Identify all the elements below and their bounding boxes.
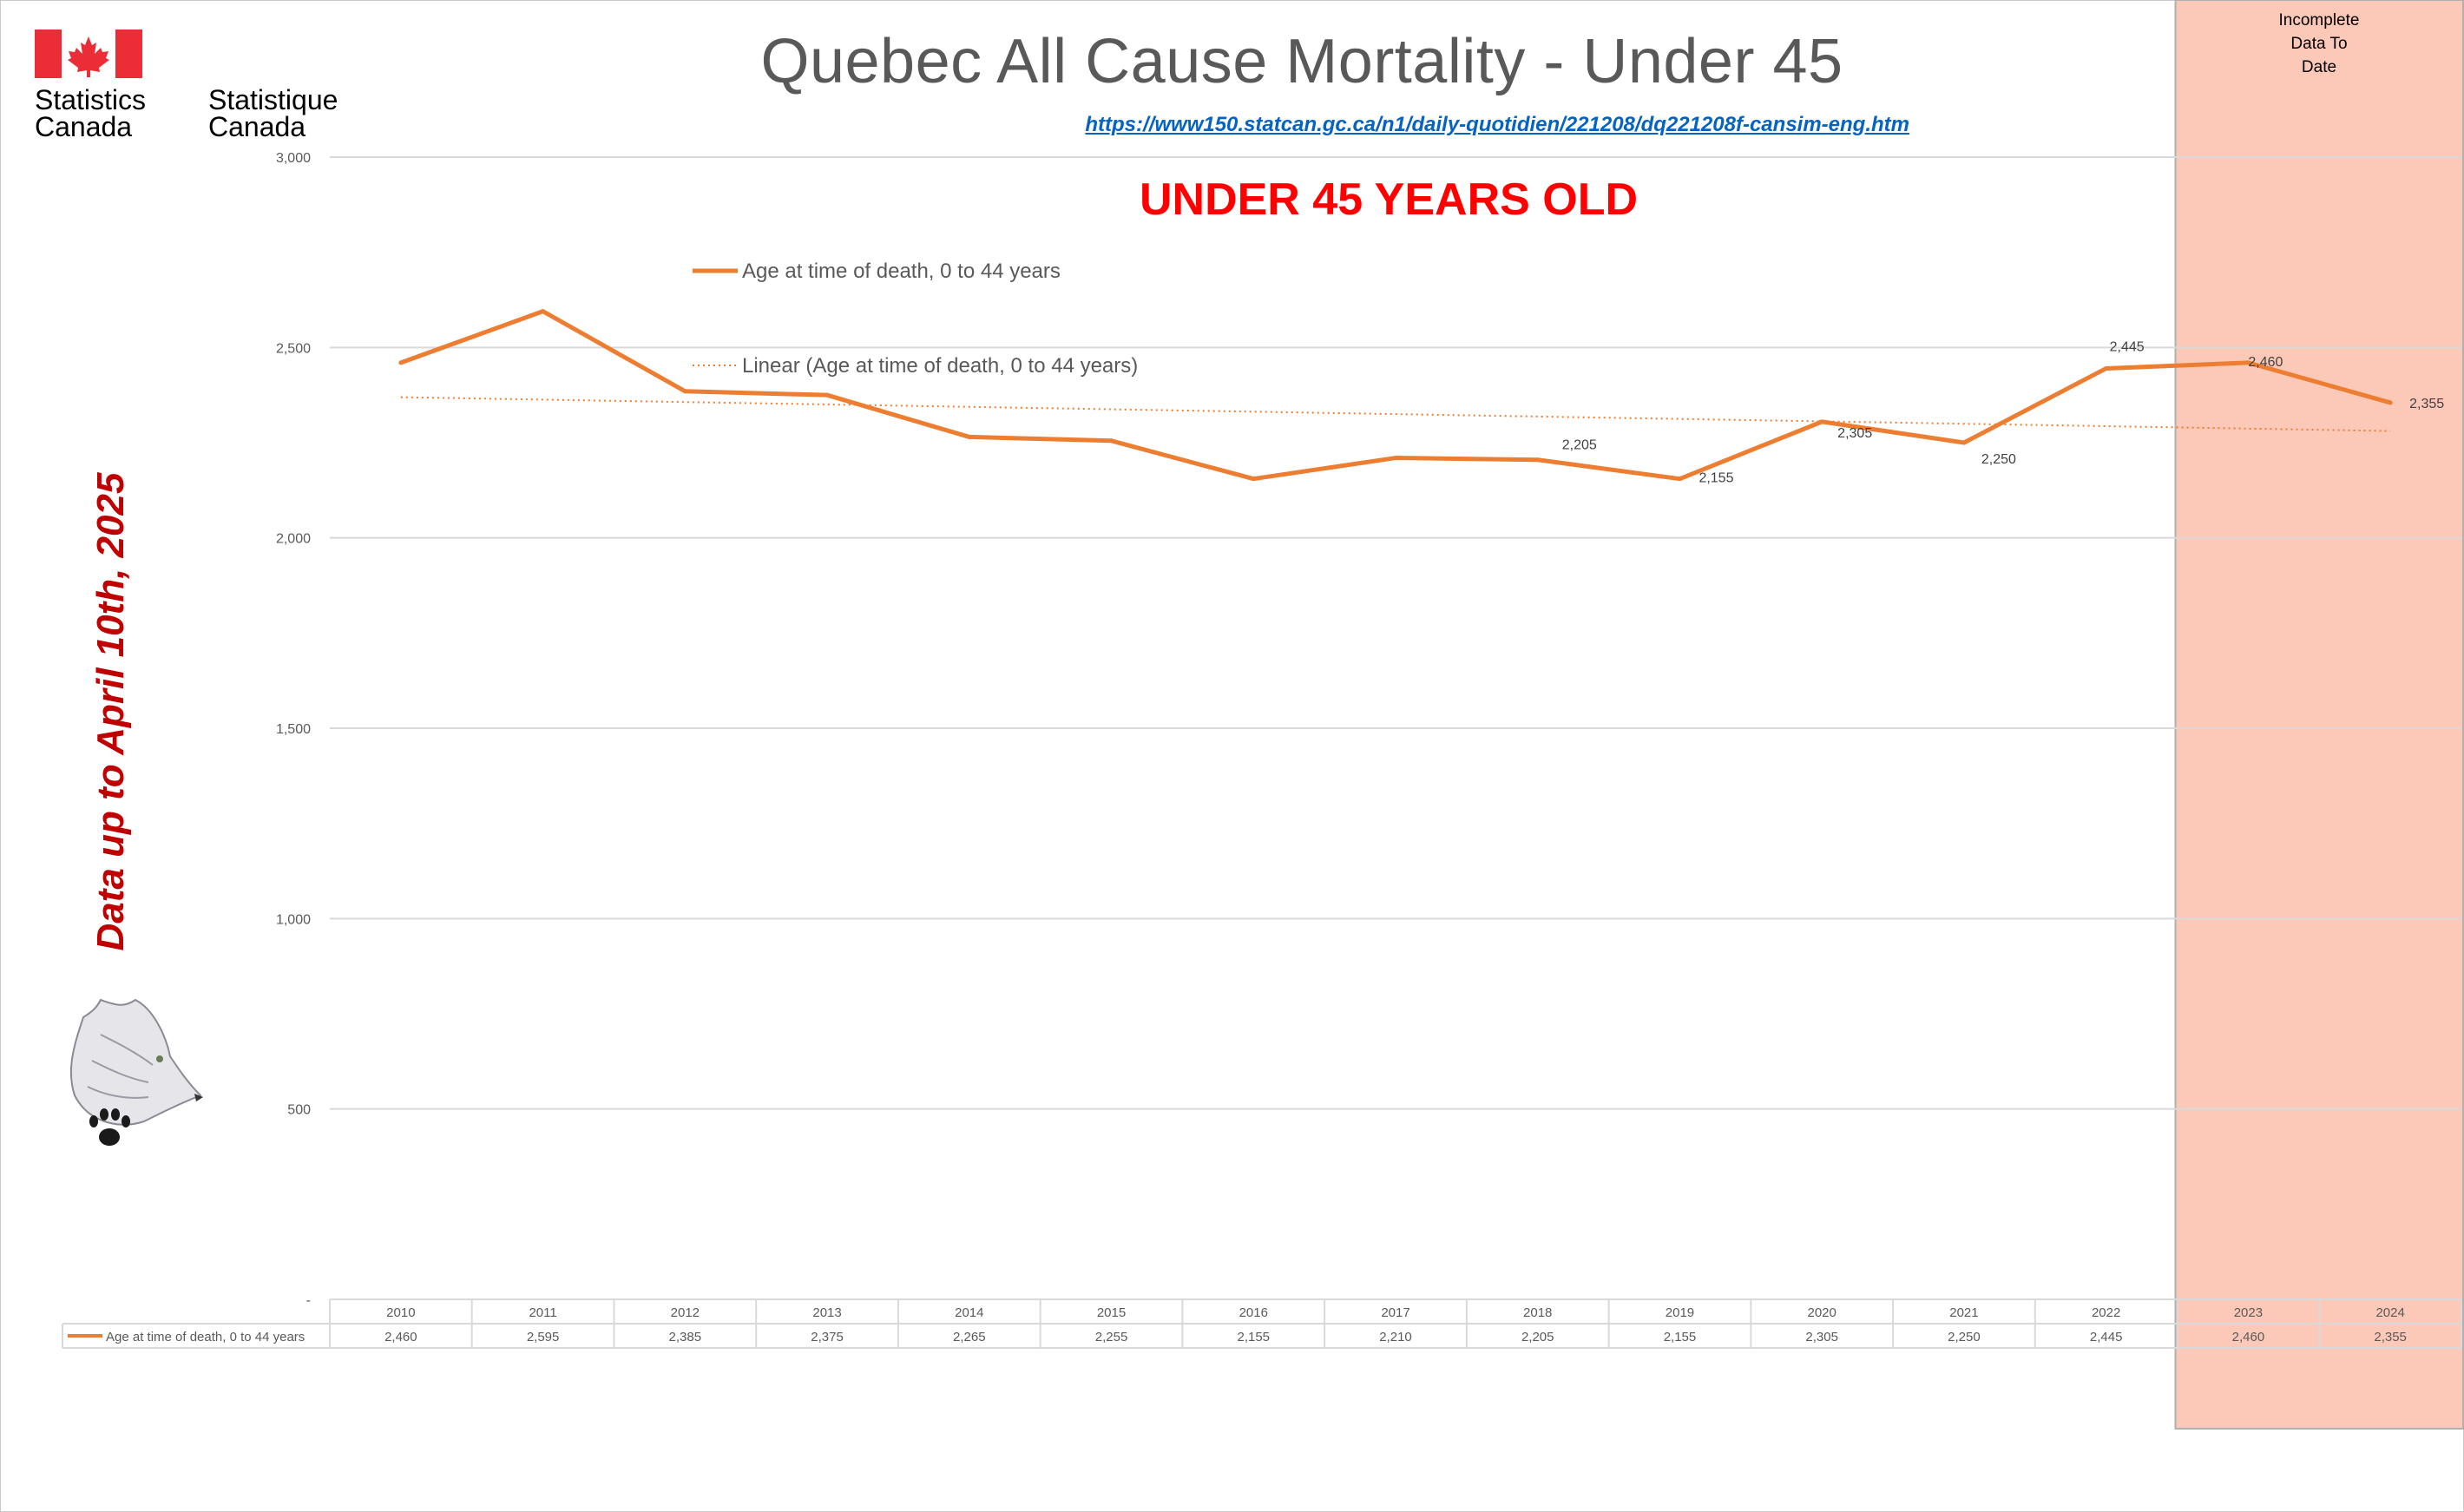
x-tick-label: 2023 [2234,1305,2263,1320]
trendline [400,396,2391,432]
x-tick-label: 2022 [2092,1305,2120,1320]
incomplete-data-label: Incomplete Data To Date [2278,11,2360,76]
incomplete-data-band [2174,0,2464,1430]
wolf-logo-icon [69,998,203,1146]
data-point [1393,456,1398,461]
x-tick-label: 2024 [2375,1305,2404,1320]
x-tick-label: 2019 [1666,1305,1694,1320]
logo-text-english: Statistics Canada [35,84,147,142]
chart-title: Quebec All Cause Mortality - Under 45 [760,27,1843,96]
data-point [967,434,972,439]
data-point [1535,457,1541,463]
chart-subtitle: UNDER 45 YEARS OLD [1139,174,1639,225]
data-point [541,309,546,314]
data-point [682,389,687,394]
data-point [1109,438,1114,444]
x-tick-label: 2017 [1381,1305,1409,1320]
data-label: 2,445 [2110,339,2145,354]
x-tick-label: 2011 [529,1305,556,1320]
data-point [2388,400,2393,405]
table-value: 2,355 [2374,1330,2407,1344]
data-label: 2,460 [2248,355,2283,370]
data-point [1251,477,1256,482]
table-value: 2,210 [1379,1330,1412,1344]
y-tick-label: 1,000 [276,912,311,927]
data-label: 2,305 [1837,426,1872,441]
legend-trend-label: Linear (Age at time of death, 0 to 44 ye… [742,354,1138,378]
y-tick-label: 1,500 [276,722,311,737]
data-point [825,392,830,398]
data-point [398,360,404,365]
data-label: 2,205 [1562,438,1597,453]
statcan-logo: Statistics Canada Statistique Canada [35,30,382,142]
table-value: 2,155 [1237,1330,1270,1344]
table-value: 2,255 [1095,1330,1128,1344]
data-label: 2,250 [1981,452,2016,467]
x-tick-label: 2013 [812,1305,841,1320]
data-point [1819,419,1824,424]
table-value: 2,375 [811,1330,844,1344]
x-tick-label: 2015 [1097,1305,1126,1320]
x-tick-label: 2010 [386,1305,415,1320]
table-value: 2,250 [1948,1330,1981,1344]
table-value: 2,460 [2232,1330,2265,1344]
canada-flag-icon [35,30,142,78]
data-label: 2,355 [2409,397,2444,411]
data-point [1677,477,1682,482]
data-label: 2,155 [1699,471,1733,486]
x-tick-label: 2016 [1239,1305,1268,1320]
x-tick-label: 2012 [671,1305,700,1320]
x-tick-label: 2014 [955,1305,983,1320]
table-series-label: Age at time of death, 0 to 44 years [106,1330,305,1344]
series-line [400,309,2391,482]
table-value: 2,265 [953,1330,986,1344]
table-value: 2,445 [2090,1330,2123,1344]
table-value: 2,205 [1521,1330,1554,1344]
logo-text-french: Statistique Canada [208,84,338,142]
x-tick-label: 2020 [1808,1305,1837,1320]
x-tick-label: 2018 [1523,1305,1552,1320]
y-tick-label: 2,000 [276,532,311,547]
y-tick-label: 3,000 [276,151,311,166]
y-tick-label: 500 [287,1103,311,1118]
data-point [1961,440,1967,445]
legend-series-label: Age at time of death, 0 to 44 years [742,260,1061,283]
data-point [2245,360,2250,365]
data-point [2104,365,2109,371]
y-tick-label: - [306,1293,311,1308]
x-tick-label: 2021 [1949,1305,1978,1320]
table-value: 2,155 [1664,1330,1697,1344]
table-value: 2,460 [384,1330,417,1344]
table-value: 2,305 [1805,1330,1838,1344]
y-tick-label: 2,500 [276,341,311,356]
table-value: 2,595 [527,1330,560,1344]
data-date-note: Data up to April 10th, 2025 [89,472,132,951]
table-value: 2,385 [669,1330,702,1344]
source-link[interactable]: https://www150.statcan.gc.ca/n1/daily-qu… [1085,113,1909,136]
